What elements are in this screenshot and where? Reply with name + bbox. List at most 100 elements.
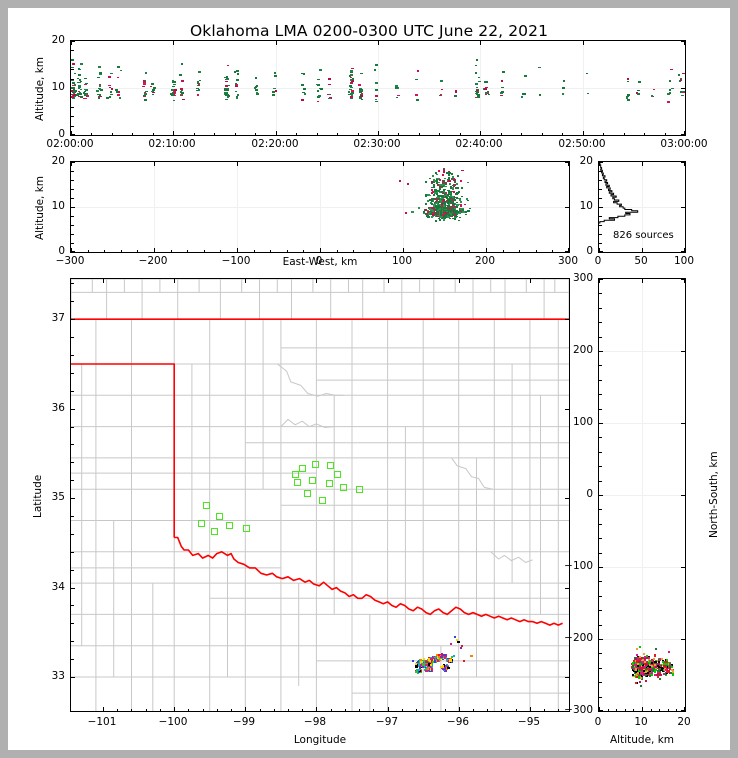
x-tick-minor [419, 132, 420, 135]
data-point [445, 211, 448, 214]
data-point [224, 78, 228, 81]
y-tick [599, 251, 603, 252]
data-point [453, 214, 456, 216]
x-tick-minor [288, 708, 289, 711]
data-point [648, 671, 651, 674]
data-point [424, 181, 428, 183]
data-point [641, 662, 644, 665]
station-marker [210, 527, 218, 535]
y-tick-minor [599, 322, 602, 323]
data-point [641, 677, 644, 680]
y-tick-label-ns: 200 [572, 344, 593, 356]
data-point [457, 210, 460, 213]
data-point [643, 661, 646, 664]
panel-eastwest-altitude[interactable] [70, 161, 570, 253]
panel-time-altitude[interactable] [70, 40, 686, 136]
data-point [444, 216, 447, 218]
y-tick-label-ns: 100 [572, 416, 593, 428]
data-point [447, 666, 450, 670]
y-tick-minor [599, 668, 602, 669]
data-point [273, 87, 276, 90]
data-point [424, 665, 428, 668]
y-tick-minor [599, 216, 602, 217]
data-point [317, 78, 320, 81]
data-point [448, 189, 451, 192]
data-point [654, 670, 657, 673]
data-point [236, 93, 240, 96]
data-point [644, 670, 647, 674]
data-point [664, 660, 667, 663]
data-point [97, 97, 101, 99]
data-point [152, 86, 156, 89]
data-point [350, 74, 353, 76]
data-point [375, 95, 379, 97]
data-point [441, 194, 444, 197]
data-point [349, 88, 352, 91]
data-point [447, 201, 450, 204]
data-point [456, 201, 459, 204]
data-point [424, 209, 427, 211]
data-point [84, 97, 88, 100]
data-point [451, 209, 455, 211]
x-tick [642, 162, 643, 166]
data-point [446, 210, 449, 213]
data-point [450, 214, 453, 217]
data-point [452, 214, 455, 217]
data-point [77, 87, 81, 89]
data-point [668, 666, 671, 669]
data-point [236, 73, 240, 75]
x-tick-minor [270, 249, 271, 252]
x-tick-minor [536, 249, 537, 252]
y-tick [599, 351, 603, 352]
data-point [634, 662, 637, 665]
data-point [398, 180, 402, 183]
data-point [152, 89, 155, 91]
data-point [142, 85, 146, 88]
y-tick-minor [599, 466, 602, 467]
data-point [658, 667, 661, 670]
data-point [477, 76, 481, 79]
data-point [358, 96, 362, 98]
data-point [319, 69, 322, 71]
data-point [77, 92, 81, 95]
data-point [425, 195, 428, 198]
data-point [635, 671, 638, 674]
data-point [428, 212, 431, 214]
data-point [439, 210, 442, 213]
data-point [672, 670, 675, 673]
y-axis-label-ns: North-South, km [708, 451, 720, 538]
data-point [319, 88, 323, 90]
data-point [478, 80, 481, 83]
data-point [652, 88, 656, 91]
data-point [450, 201, 454, 204]
data-point [443, 207, 446, 209]
panel-altitude-histogram[interactable]: 826 sources [598, 161, 686, 253]
data-point [442, 654, 446, 657]
data-point [646, 662, 649, 665]
data-point [432, 213, 435, 215]
data-point [452, 190, 455, 193]
panel-altitude-northsouth[interactable] [598, 278, 686, 712]
data-point [444, 664, 447, 668]
data-point [654, 648, 657, 651]
data-point [454, 95, 457, 97]
data-point [443, 193, 446, 195]
data-point [272, 94, 275, 96]
panel-map[interactable] [70, 278, 570, 712]
data-point [71, 87, 74, 89]
data-point [224, 98, 228, 101]
data-point [672, 673, 675, 676]
data-point [117, 66, 120, 68]
data-point [648, 659, 652, 662]
data-point [449, 207, 453, 209]
data-point [443, 669, 446, 672]
y-tick-label-map: 37 [51, 312, 65, 324]
data-point [648, 661, 651, 664]
data-point [649, 670, 652, 673]
data-point [434, 207, 437, 210]
data-point [437, 203, 440, 206]
data-point [430, 669, 433, 673]
data-point [679, 91, 683, 93]
data-point [395, 96, 399, 99]
y-tick-label-ns: −100 [564, 560, 593, 572]
